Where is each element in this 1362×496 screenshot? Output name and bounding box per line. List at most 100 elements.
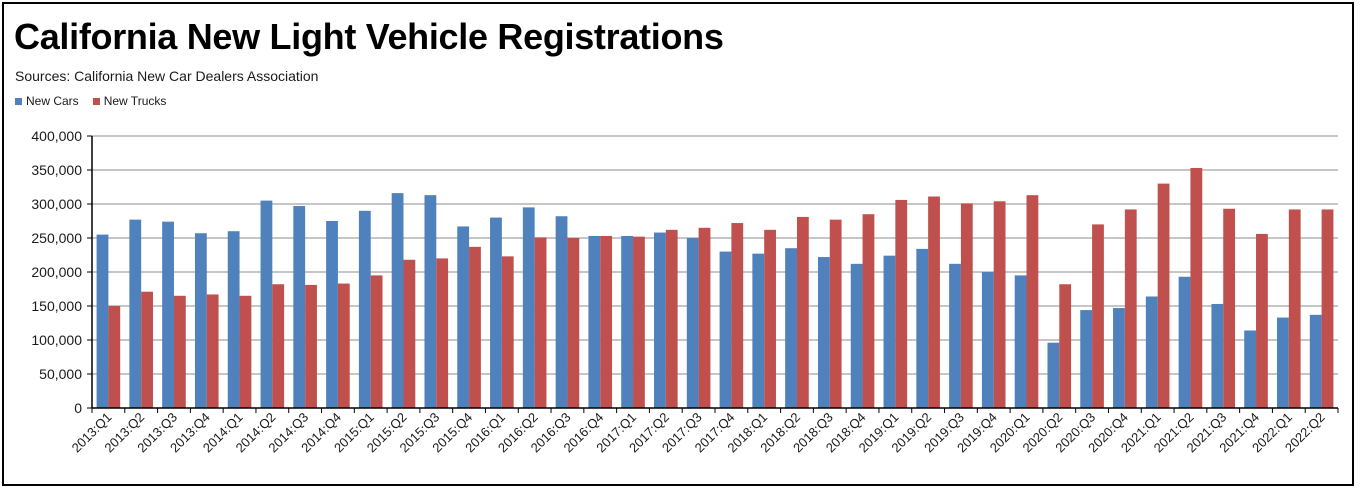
legend-swatch-new-cars	[15, 97, 22, 105]
y-tick-label: 400,000	[31, 128, 82, 144]
bar-new-cars	[686, 238, 699, 408]
bar-new-cars	[916, 248, 929, 408]
bar-new-cars	[1113, 308, 1125, 408]
bar-new-trucks	[173, 295, 186, 408]
bar-new-cars	[326, 221, 338, 408]
bar-new-trucks	[206, 294, 219, 408]
y-tick-label: 100,000	[31, 332, 82, 348]
bar-new-trucks	[1157, 183, 1170, 408]
bar-new-cars	[1178, 276, 1191, 408]
legend-item-new-cars: New Cars	[15, 94, 79, 108]
bar-chart: 0 50,000 100,000 150,000 200,000 250,000 300,0…	[31, 128, 1339, 456]
bar-new-trucks	[928, 196, 940, 408]
bar-new-cars	[1244, 330, 1257, 408]
chart-subtitle: Sources: California New Car Dealers Asso…	[15, 68, 319, 84]
bar-new-trucks	[272, 284, 285, 408]
bar-new-cars	[817, 257, 830, 408]
bar-new-cars	[588, 235, 601, 408]
bar-new-cars	[1014, 275, 1027, 408]
bar-new-cars	[96, 234, 109, 408]
bar-new-cars	[162, 221, 174, 408]
y-tick-label: 50,000	[39, 366, 82, 382]
bar-new-trucks	[337, 283, 350, 408]
bar-new-trucks	[534, 237, 547, 408]
bar-new-cars	[522, 207, 535, 408]
axes	[91, 136, 1339, 413]
bar-new-cars	[260, 200, 273, 408]
bar-new-trucks	[1124, 209, 1137, 408]
bar-new-trucks	[862, 214, 875, 408]
bar-new-cars	[490, 217, 502, 408]
bar-new-trucks	[1256, 233, 1268, 408]
bar-new-cars	[1211, 303, 1224, 408]
bar-new-trucks	[1092, 224, 1104, 408]
bar-new-trucks	[960, 203, 973, 408]
bar-new-cars	[1047, 342, 1060, 408]
bar-new-cars	[785, 248, 797, 408]
bar-new-trucks	[731, 223, 744, 408]
bar-new-trucks	[239, 295, 252, 408]
y-tick-label: 150,000	[31, 298, 82, 314]
bar-new-trucks	[829, 219, 842, 408]
bar-new-cars	[358, 210, 371, 408]
legend-swatch-new-trucks	[92, 97, 100, 105]
bar-new-trucks	[764, 229, 776, 408]
bar-new-cars	[555, 216, 568, 408]
bar-new-cars	[1145, 296, 1158, 408]
bar-new-cars	[194, 233, 207, 408]
legend-label-new-cars: New Cars	[26, 94, 79, 108]
legend-label-new-trucks: New Trucks	[103, 94, 167, 108]
bar-new-cars	[129, 219, 142, 408]
bar-new-cars	[883, 255, 896, 408]
bar-new-cars	[457, 226, 470, 408]
bar-new-trucks	[698, 227, 711, 408]
y-tick-label: 300,000	[31, 196, 82, 212]
bar-new-trucks	[1059, 284, 1072, 408]
bars	[96, 167, 1334, 408]
bar-new-trucks	[469, 246, 481, 408]
bar-new-trucks	[1288, 209, 1301, 408]
bar-new-trucks	[501, 256, 514, 408]
x-axis-tick-labels: 2013:Q12013:Q22013:Q32013:Q42014:Q12014:…	[69, 410, 1328, 456]
bar-new-trucks	[633, 236, 645, 408]
bar-new-trucks	[1190, 167, 1203, 408]
bar-new-trucks	[993, 201, 1006, 408]
bar-new-trucks	[305, 284, 317, 408]
bar-new-cars	[424, 195, 437, 408]
bar-new-trucks	[796, 216, 809, 408]
bar-new-trucks	[370, 275, 383, 408]
bar-new-cars	[1277, 317, 1289, 408]
bar-new-cars	[391, 193, 404, 408]
bar-new-cars	[227, 231, 240, 408]
bar-new-cars	[1309, 314, 1322, 408]
y-tick-label: 200,000	[31, 264, 82, 280]
y-tick-label: 250,000	[31, 230, 82, 246]
bar-new-cars	[621, 235, 634, 408]
bar-new-trucks	[403, 259, 416, 408]
bar-new-cars	[719, 251, 732, 408]
legend-item-new-trucks: New Trucks	[92, 94, 167, 108]
bar-new-trucks	[436, 258, 449, 408]
bar-new-cars	[293, 206, 306, 408]
bar-new-trucks	[895, 199, 908, 408]
y-tick-label: 350,000	[31, 162, 82, 178]
y-axis-tick-labels: 0 50,000 100,000 150,000 200,000 250,000 300,0…	[31, 128, 82, 416]
bar-new-cars	[981, 272, 994, 408]
bar-new-cars	[850, 263, 863, 408]
bar-new-trucks	[567, 238, 580, 408]
bar-new-trucks	[108, 306, 121, 408]
bar-new-cars	[752, 253, 765, 408]
chart-legend: New Cars New Trucks	[15, 94, 166, 108]
chart-frame: California New Light Vehicle Registratio…	[2, 2, 1354, 486]
bar-new-trucks	[1026, 195, 1039, 408]
bar-new-trucks	[665, 229, 678, 408]
bar-new-trucks	[1321, 209, 1334, 408]
bar-new-trucks	[1223, 208, 1236, 408]
chart-title: California New Light Vehicle Registratio…	[14, 16, 724, 57]
bar-new-trucks	[141, 291, 153, 408]
bar-new-cars	[654, 232, 666, 408]
bar-new-trucks	[600, 235, 613, 408]
bar-new-cars	[949, 263, 961, 408]
bar-new-cars	[1080, 310, 1093, 408]
y-tick-label: 0	[74, 400, 82, 416]
